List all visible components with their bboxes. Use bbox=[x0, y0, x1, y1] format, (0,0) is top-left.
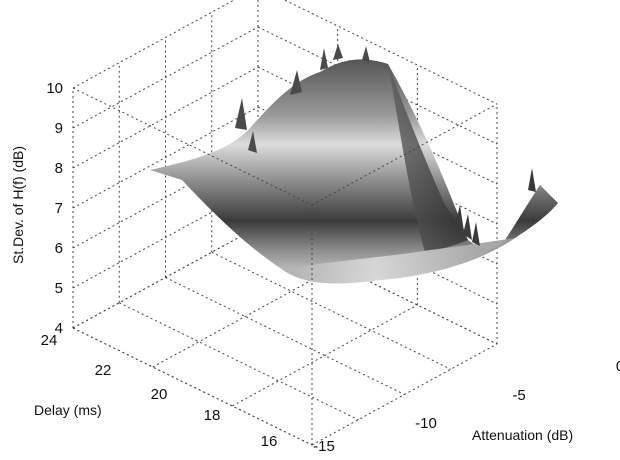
y-tick-22: 22 bbox=[95, 362, 112, 379]
z-axis-label: St.Dev. of H(f) (dB) bbox=[10, 146, 26, 264]
surface-main bbox=[150, 59, 558, 284]
surface-right-wall bbox=[388, 64, 468, 252]
backwall-grid-z-0 bbox=[257, 226, 498, 345]
leftwall-grid-z-6 bbox=[72, 0, 236, 89]
z-tick-7: 7 bbox=[55, 200, 63, 217]
leftwall-grid-z-3 bbox=[72, 106, 259, 209]
y-tick-24: 24 bbox=[41, 332, 58, 349]
y-tick-labels: 24 22 20 18 16 bbox=[41, 332, 278, 450]
surface-spikes-right bbox=[455, 168, 536, 246]
floor-grid-x-1 bbox=[152, 265, 338, 368]
surface-front-floor bbox=[283, 238, 515, 284]
leftwall-grid-z-0 bbox=[72, 226, 259, 329]
floor-grid-y-3 bbox=[211, 251, 451, 370]
y-tick-18: 18 bbox=[204, 407, 221, 424]
z-tick-5: 5 bbox=[55, 280, 63, 297]
floor-grid-x-2 bbox=[232, 304, 418, 407]
box-edge-front-bottom bbox=[72, 327, 313, 446]
backwall-grid-z-3 bbox=[257, 106, 498, 225]
backwall-grid-z-6 bbox=[283, 0, 498, 105]
front-box-edges bbox=[72, 87, 498, 446]
leftwall-grid-z-4 bbox=[72, 66, 259, 169]
box-edge-front-top bbox=[72, 87, 313, 206]
backwall-grid-z-1 bbox=[257, 186, 498, 305]
z-tick-6: 6 bbox=[55, 240, 63, 257]
z-tick-9: 9 bbox=[55, 120, 63, 137]
x-tick-labels: -15 -10 -5 0 bbox=[313, 358, 620, 455]
x-tick--10: -10 bbox=[415, 415, 437, 432]
y-tick-16: 16 bbox=[261, 433, 278, 450]
floor-grid-y-2 bbox=[165, 277, 405, 395]
floor-grid-y-1 bbox=[119, 302, 359, 421]
backwall-grid-z-4 bbox=[257, 66, 498, 185]
backwall-grid-z-5 bbox=[257, 26, 498, 145]
z-tick-10: 10 bbox=[46, 80, 63, 97]
x-tick--5: -5 bbox=[512, 387, 525, 404]
x-tick--15: -15 bbox=[313, 438, 335, 455]
y-axis-label: Delay (ms) bbox=[34, 402, 102, 418]
y-tick-20: 20 bbox=[151, 386, 168, 403]
leftwall-grid-z-5 bbox=[72, 26, 259, 129]
z-tick-8: 8 bbox=[55, 160, 63, 177]
x-axis-label: Attenuation (dB) bbox=[472, 427, 573, 443]
z-tick-4: 4 bbox=[55, 320, 63, 337]
surface bbox=[150, 44, 558, 284]
x-tick-0: 0 bbox=[616, 358, 620, 375]
box-edge-right-top bbox=[311, 103, 498, 206]
grid-lines bbox=[72, 0, 498, 446]
z-tick-labels: 4 5 6 7 8 9 10 bbox=[46, 80, 63, 337]
